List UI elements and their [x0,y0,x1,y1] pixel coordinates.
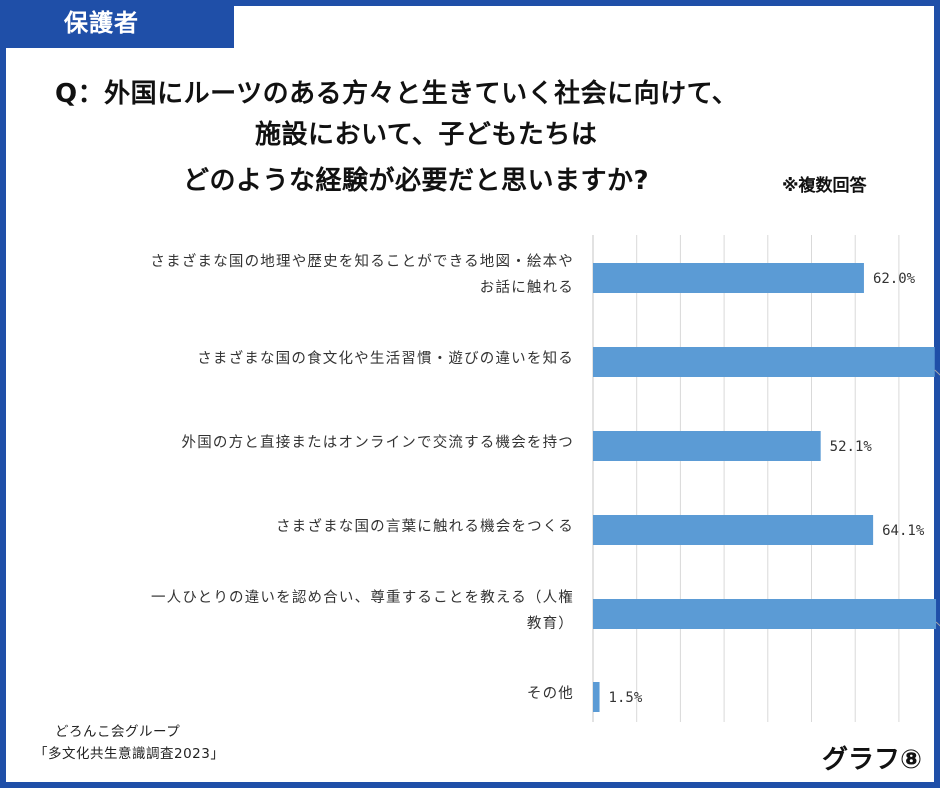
category-label-line: 一人ひとりの違いを認め合い、尊重することを教える（人権 [150,590,574,606]
category-label-line: さまざまな国の食文化や生活習慣・遊びの違いを知る [197,351,574,367]
respondent-tag: 保護者 [0,0,234,48]
graph-number-label: グラフ⑧ [821,745,922,775]
source-line-2: 「多文化共生意識調査2023」 [34,746,225,762]
bar [593,263,864,293]
category-label-line: 外国の方と直接またはオンラインで交流する機会を持つ [181,435,574,451]
category-label-line: さまざまな国の言葉に触れる機会をつくる [275,519,574,535]
leader-line [935,621,940,627]
question-line-1: Q：外国にルーツのある方々と生きていく社会に向けて、 [55,79,739,109]
category-label-line: 教育） [526,616,574,632]
value-label: 1.5% [609,690,643,706]
bar [593,599,937,629]
bar [593,347,935,377]
source-line-1: どろんこ会グループ [55,724,181,740]
leader-line [934,369,940,376]
category-label: さまざまな国の言葉に触れる機会をつくる [276,514,574,540]
category-label-line: お話に触れる [479,280,574,296]
bar [593,431,821,461]
question-line-3: どのような経験が必要だと思いますか? [183,166,650,196]
category-label: さまざまな国の食文化や生活習慣・遊びの違いを知る [197,346,574,372]
value-label: 62.0% [873,271,916,287]
bar [593,515,874,545]
value-label: 52.1% [830,439,873,455]
category-label: さまざまな国の地理や歴史を知ることができる地図・絵本やお話に触れる [150,249,574,301]
multiple-answer-note: ※複数回答 [782,176,867,196]
value-label: 64.1% [882,523,925,539]
question-line-2: 施設において、子どもたちは [255,120,598,150]
category-label: 一人ひとりの違いを認め合い、尊重することを教える（人権教育） [151,585,574,637]
category-label: 外国の方と直接またはオンラインで交流する機会を持つ [182,430,575,456]
bar [593,682,600,712]
category-label: その他 [527,681,574,707]
category-label-line: さまざまな国の地理や歴史を知ることができる地図・絵本や [150,254,574,270]
category-label-line: その他 [526,686,574,702]
